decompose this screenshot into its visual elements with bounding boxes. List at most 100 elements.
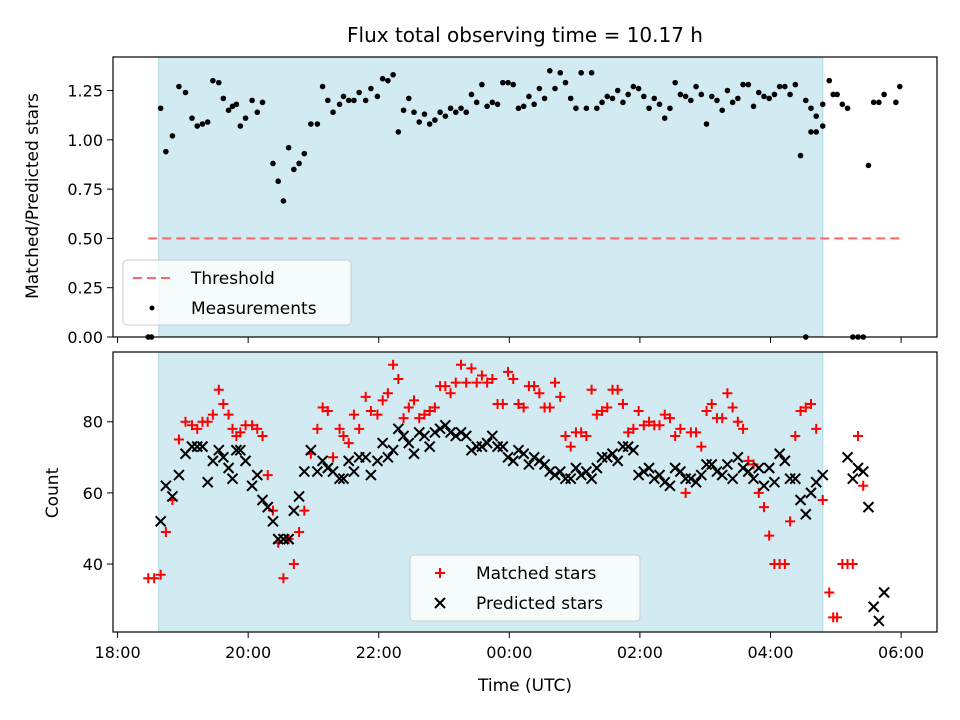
legend bbox=[409, 554, 641, 622]
axes-frame bbox=[112, 351, 938, 633]
predicted-point bbox=[695, 469, 707, 481]
predicted-point bbox=[538, 458, 551, 471]
measurement-point bbox=[468, 91, 475, 98]
predicted-point bbox=[789, 472, 802, 485]
measurement-point bbox=[319, 83, 326, 90]
measurement-point bbox=[296, 160, 302, 167]
predicted-point bbox=[316, 455, 329, 467]
matched-point bbox=[550, 377, 561, 388]
measurement-point bbox=[520, 103, 527, 110]
matched-point bbox=[518, 402, 529, 413]
measurement-point bbox=[661, 115, 668, 121]
measurement-point bbox=[698, 91, 705, 98]
predicted-point bbox=[784, 472, 796, 485]
matched-point bbox=[800, 402, 811, 413]
predicted-point bbox=[653, 469, 666, 481]
predicted-point bbox=[690, 476, 702, 488]
measurement-point bbox=[411, 109, 417, 116]
matched-point bbox=[354, 423, 365, 434]
measurement-point bbox=[340, 93, 347, 100]
y-tick-label: 1.25 bbox=[67, 82, 103, 101]
measurement-point bbox=[484, 103, 490, 110]
legend-threshold-label: Threshold bbox=[190, 269, 275, 289]
measurement-point bbox=[782, 83, 788, 90]
predicted-point bbox=[627, 444, 640, 456]
predicted-point bbox=[779, 455, 791, 467]
predicted-point bbox=[476, 440, 488, 453]
predicted-point bbox=[365, 469, 377, 481]
matched-point bbox=[155, 569, 166, 580]
measurement-point bbox=[839, 101, 846, 108]
measurement-point bbox=[215, 79, 222, 86]
predicted-point bbox=[166, 490, 179, 503]
predicted-point bbox=[392, 423, 405, 435]
y-tick-label: 0.00 bbox=[67, 328, 103, 347]
matched-point bbox=[267, 505, 278, 516]
matched-point bbox=[664, 413, 675, 424]
matched-point bbox=[513, 398, 524, 409]
predicted-point bbox=[397, 430, 410, 442]
measurement-point bbox=[270, 160, 276, 167]
matched-point bbox=[680, 487, 691, 498]
measurement-point bbox=[458, 105, 464, 112]
matched-point bbox=[299, 505, 310, 516]
measurement-point bbox=[421, 111, 428, 117]
measurement-point bbox=[547, 68, 553, 74]
measurement-point bbox=[285, 144, 292, 151]
measurement-point bbox=[405, 95, 412, 102]
predicted-point bbox=[305, 444, 317, 456]
measurement-point bbox=[500, 79, 506, 86]
matched-point bbox=[334, 423, 345, 434]
measurement-point bbox=[797, 152, 804, 159]
measurement-point bbox=[578, 69, 584, 76]
x-tick-label: 06:00 bbox=[878, 643, 924, 662]
matched-point bbox=[257, 430, 268, 441]
matched-point bbox=[732, 416, 743, 427]
predicted-point bbox=[612, 455, 624, 467]
measurement-point bbox=[189, 115, 195, 121]
predicted-point bbox=[460, 430, 472, 442]
predicted-point bbox=[679, 472, 692, 485]
measurement-point bbox=[682, 93, 689, 100]
measurement-point bbox=[870, 99, 877, 106]
predicted-point bbox=[622, 440, 634, 453]
predicted-point bbox=[207, 455, 219, 467]
predicted-point bbox=[337, 472, 350, 485]
measurement-point bbox=[688, 97, 694, 104]
predicted-point bbox=[659, 476, 671, 488]
measurement-point bbox=[557, 69, 564, 76]
predicted-point bbox=[507, 455, 519, 467]
matched-point bbox=[247, 420, 258, 431]
matched-point bbox=[795, 406, 806, 417]
predicted-point bbox=[348, 465, 360, 478]
predicted-point bbox=[841, 451, 854, 464]
predicted-point bbox=[491, 440, 504, 453]
matched-point bbox=[252, 423, 263, 434]
predicted-point bbox=[878, 586, 890, 599]
measurement-point bbox=[330, 109, 336, 116]
predicted-point bbox=[773, 448, 786, 460]
predicted-point bbox=[213, 444, 225, 456]
predicted-point bbox=[711, 465, 723, 478]
y-tick-label: 80 bbox=[83, 413, 103, 432]
predicted-point bbox=[852, 462, 864, 474]
predicted-point bbox=[862, 501, 875, 513]
predicted-point bbox=[455, 426, 467, 439]
matched-point bbox=[218, 398, 229, 409]
matched-point bbox=[497, 398, 508, 409]
measurement-point bbox=[362, 97, 369, 104]
predicted-point bbox=[282, 533, 295, 545]
measurement-point bbox=[254, 109, 261, 116]
matched-point bbox=[409, 395, 420, 406]
measurement-point bbox=[802, 97, 809, 104]
matched-point bbox=[727, 402, 738, 413]
matched-point bbox=[348, 409, 359, 420]
predicted-point bbox=[601, 451, 613, 464]
matched-point bbox=[365, 406, 376, 417]
measurement-point bbox=[771, 91, 778, 98]
matched-point bbox=[207, 409, 218, 420]
measurement-point bbox=[385, 77, 391, 84]
matched-point bbox=[328, 452, 339, 463]
predicted-point bbox=[575, 469, 587, 481]
measurement-point bbox=[301, 150, 308, 157]
